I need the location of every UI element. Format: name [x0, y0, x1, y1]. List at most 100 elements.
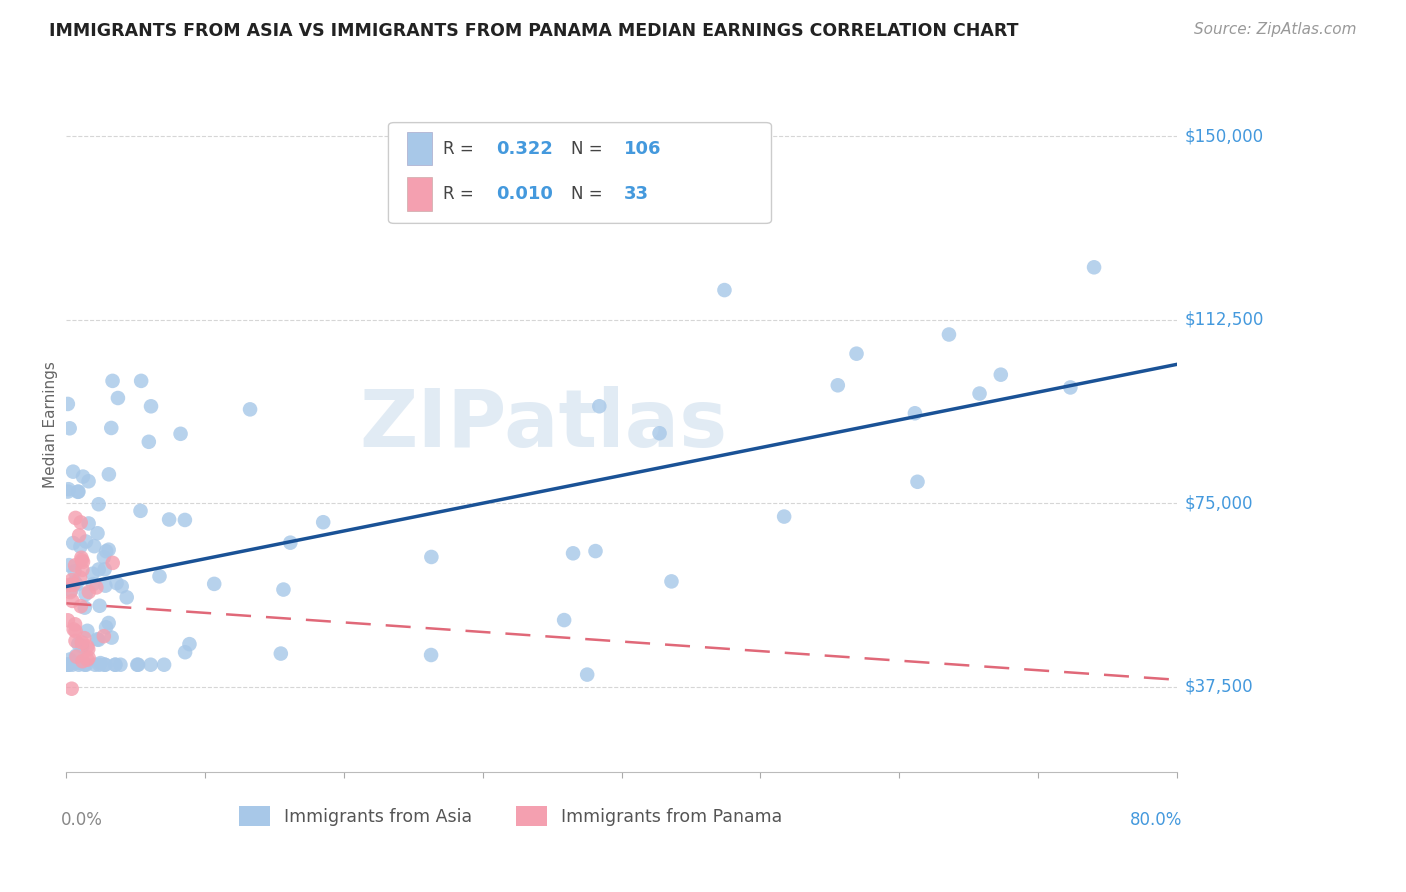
Point — [87, 632, 110, 647]
FancyBboxPatch shape — [388, 122, 772, 223]
Point — [63, 617, 86, 632]
Point — [73, 631, 96, 645]
Point — [72, 555, 94, 569]
Point — [73, 657, 96, 672]
Point — [97, 467, 120, 482]
FancyBboxPatch shape — [408, 132, 432, 166]
Point — [65, 648, 87, 663]
Point — [273, 582, 295, 597]
Point — [66, 484, 89, 499]
Text: $150,000: $150,000 — [1185, 128, 1264, 145]
Point — [65, 649, 87, 664]
Point — [67, 528, 90, 542]
Point — [89, 656, 111, 670]
Point — [148, 569, 170, 583]
Legend: Immigrants from Asia, Immigrants from Panama: Immigrants from Asia, Immigrants from Pa… — [232, 799, 789, 833]
Point — [73, 600, 96, 615]
Point — [115, 591, 138, 605]
Point — [77, 516, 100, 531]
Point — [65, 624, 87, 639]
Point — [87, 562, 110, 576]
Point — [101, 556, 124, 570]
Point — [89, 599, 111, 613]
Point — [83, 539, 105, 553]
Point — [139, 399, 162, 413]
Point — [72, 640, 94, 654]
Point — [169, 426, 191, 441]
FancyBboxPatch shape — [408, 178, 432, 211]
Point — [157, 512, 180, 526]
Point — [127, 657, 149, 672]
Point — [70, 550, 93, 565]
Point — [94, 657, 117, 672]
Point — [56, 397, 79, 411]
Point — [94, 620, 117, 634]
Point — [111, 579, 134, 593]
Point — [138, 434, 160, 449]
Point — [104, 657, 127, 672]
Point — [420, 648, 443, 662]
Text: 33: 33 — [624, 185, 648, 202]
Point — [77, 475, 100, 489]
Point — [648, 426, 671, 441]
Point — [72, 469, 94, 483]
Point — [93, 562, 115, 576]
Point — [270, 647, 292, 661]
Point — [129, 504, 152, 518]
Point — [65, 576, 87, 591]
Point — [585, 544, 607, 558]
Point — [59, 421, 82, 435]
Point — [97, 615, 120, 630]
Point — [139, 657, 162, 672]
Point — [153, 657, 176, 672]
Point — [69, 656, 91, 670]
Point — [70, 635, 93, 649]
Point — [93, 629, 115, 643]
Point — [773, 509, 796, 524]
Point — [62, 623, 84, 637]
Text: 0.0%: 0.0% — [60, 811, 103, 829]
Point — [179, 637, 201, 651]
Text: 106: 106 — [624, 140, 661, 158]
Y-axis label: Median Earnings: Median Earnings — [44, 361, 58, 488]
Text: N =: N = — [571, 185, 607, 202]
Point — [174, 645, 197, 659]
Point — [907, 475, 929, 489]
Text: 80.0%: 80.0% — [1130, 811, 1182, 829]
Point — [845, 347, 868, 361]
Point — [202, 577, 225, 591]
Point — [56, 657, 79, 672]
Point — [661, 574, 683, 589]
Point — [65, 511, 87, 525]
Point — [87, 497, 110, 511]
Point — [938, 327, 960, 342]
Point — [105, 576, 128, 591]
Text: Source: ZipAtlas.com: Source: ZipAtlas.com — [1194, 22, 1357, 37]
Point — [65, 633, 87, 648]
Point — [75, 657, 97, 672]
Text: R =: R = — [443, 185, 479, 202]
Text: $75,000: $75,000 — [1185, 494, 1254, 512]
Point — [713, 283, 735, 297]
Point — [312, 515, 335, 529]
Point — [62, 465, 84, 479]
Point — [239, 402, 262, 417]
Point — [75, 534, 97, 549]
Point — [76, 653, 98, 667]
Point — [576, 667, 599, 681]
Text: $112,500: $112,500 — [1185, 310, 1264, 328]
Point — [1083, 260, 1105, 275]
Point — [76, 624, 98, 638]
Point — [75, 587, 97, 601]
Point — [56, 484, 79, 499]
Point — [67, 484, 90, 499]
Point — [60, 594, 83, 608]
Point — [86, 581, 108, 595]
Point — [58, 657, 80, 672]
Point — [129, 374, 152, 388]
Point — [56, 613, 79, 627]
Point — [93, 550, 115, 565]
Text: IMMIGRANTS FROM ASIA VS IMMIGRANTS FROM PANAMA MEDIAN EARNINGS CORRELATION CHART: IMMIGRANTS FROM ASIA VS IMMIGRANTS FROM … — [49, 22, 1019, 40]
Point — [84, 657, 107, 672]
Text: R =: R = — [443, 140, 479, 158]
